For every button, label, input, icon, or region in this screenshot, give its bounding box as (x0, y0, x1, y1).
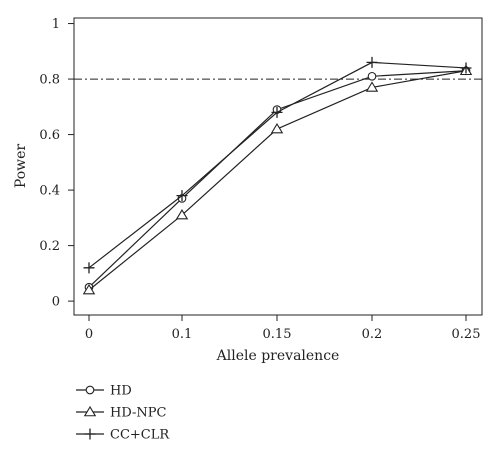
series-line-hd-npc (88, 70, 467, 291)
y-tick-label: 1 (52, 17, 60, 32)
legend: HD HD-NPC CC+CLR (76, 384, 170, 443)
x-axis: 0 0.1 0.15 0.2 0.25 (85, 315, 481, 342)
x-tick-label: 0.2 (362, 327, 383, 342)
data-point-cc-clr (271, 106, 283, 118)
series-hd (84, 66, 471, 292)
legend-item-hd: HD (76, 384, 132, 399)
y-axis: 0 0.2 0.4 0.6 0.8 1 (39, 17, 74, 310)
legend-label: CC+CLR (110, 428, 170, 443)
data-point-cc-clr (366, 56, 378, 68)
series-layer (82, 56, 473, 295)
plot-frame (73, 17, 483, 316)
legend-marker-cc-clr (84, 428, 96, 440)
data-point-hd-npc (270, 122, 284, 134)
y-tick-label: 0.2 (39, 239, 60, 254)
series-hd-npc (82, 64, 473, 295)
x-tick-label: 0.15 (263, 327, 292, 342)
legend-marker-hd-npc (83, 405, 97, 417)
legend-item-hd-npc: HD-NPC (76, 406, 167, 421)
legend-item-cc-clr: CC+CLR (76, 428, 170, 443)
series-cc-clr (83, 56, 472, 274)
y-tick-label: 0.6 (39, 128, 60, 143)
x-tick-label: 0.25 (452, 327, 481, 342)
data-point-cc-clr (460, 62, 472, 74)
data-point-hd-npc (82, 283, 96, 295)
data-point-hd-npc (175, 209, 189, 220)
x-tick-label: 0.1 (172, 327, 193, 342)
y-axis-title: Power (13, 144, 29, 189)
y-tick-label: 0 (52, 295, 60, 310)
series-line-cc-clr (88, 61, 467, 269)
series-line-hd (88, 70, 467, 288)
legend-label: HD-NPC (110, 406, 167, 421)
y-tick-label: 0.4 (39, 184, 60, 199)
data-point-hd (367, 71, 377, 81)
legend-marker-hd (85, 385, 95, 395)
legend-label: HD (110, 384, 132, 399)
data-point-hd-npc (365, 81, 379, 92)
data-point-cc-clr (83, 262, 95, 274)
data-point-cc-clr (176, 190, 188, 202)
x-axis-title: Allele prevalence (216, 348, 340, 364)
x-tick-label: 0 (85, 327, 93, 342)
y-tick-label: 0.8 (39, 73, 60, 88)
